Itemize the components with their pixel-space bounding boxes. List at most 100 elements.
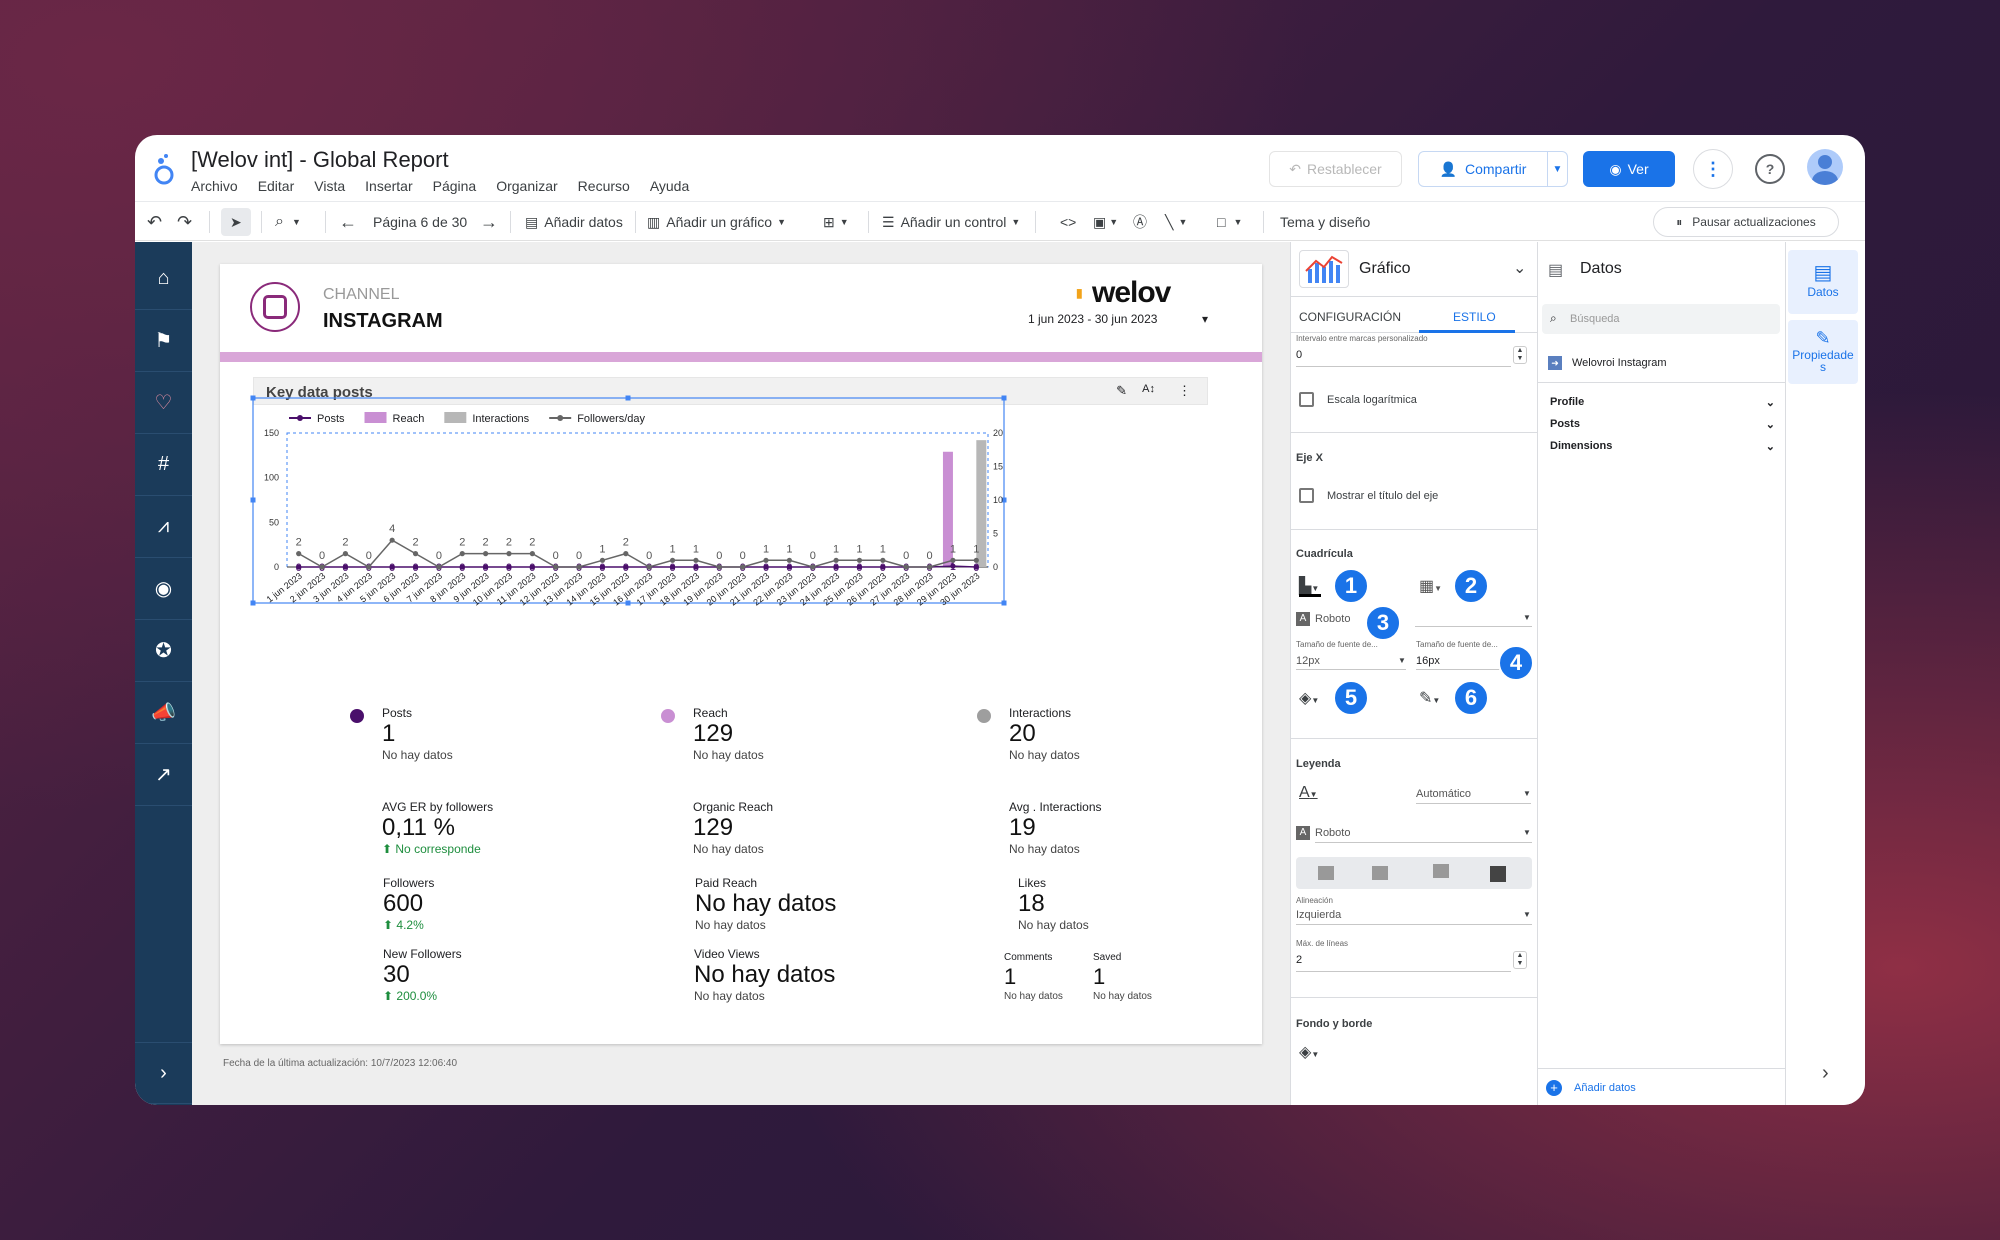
stepper[interactable]: ▲ ▼ — [1513, 346, 1527, 364]
menu-vista[interactable]: Vista — [314, 178, 346, 194]
grid-font-select[interactable]: Roboto — [1315, 613, 1351, 625]
legend-font-select[interactable]: Roboto — [1315, 825, 1532, 843]
embed-icon[interactable]: <> — [1060, 214, 1077, 230]
undo-icon[interactable]: ↶ — [147, 211, 163, 232]
log-scale-checkbox[interactable] — [1299, 392, 1314, 407]
legend-position-select[interactable]: Automático — [1416, 786, 1531, 804]
rail-props-button[interactable]: ✎ Propiedades — [1788, 320, 1858, 384]
date-dropdown-icon[interactable]: ▾ — [1202, 312, 1209, 326]
dropdown-arrow-icon[interactable]: ▼ — [1523, 613, 1531, 622]
dropdown-arrow-icon[interactable]: ▼ — [1523, 910, 1531, 919]
next-page-icon[interactable]: → — [480, 211, 498, 232]
rail-datos-button[interactable]: ▤ Datos — [1788, 250, 1858, 314]
combo-chart-icon[interactable] — [1299, 250, 1349, 288]
heart-icon[interactable]: ♡ — [135, 372, 192, 434]
menu-recurso[interactable]: Recurso — [577, 178, 630, 194]
menu-ayuda[interactable]: Ayuda — [649, 178, 690, 194]
image-icon[interactable]: ▣ ▼ — [1093, 213, 1119, 230]
trending-up-icon[interactable]: ↗ — [135, 744, 192, 806]
data-label-followers-day: 0 — [810, 550, 816, 562]
max-lines-input[interactable]: 2 — [1296, 950, 1511, 972]
search-input[interactable]: ⌕ Búsqueda — [1542, 304, 1780, 334]
point-followers-day — [740, 564, 746, 570]
text-icon[interactable]: Ⓐ — [1133, 214, 1147, 230]
legend-position-toggle[interactable] — [1296, 857, 1532, 889]
shape-icon[interactable]: □ ▼ — [1217, 214, 1243, 230]
axis-title-checkbox[interactable] — [1299, 488, 1314, 503]
collapse-icon[interactable]: › — [1822, 1062, 1829, 1084]
trend-icon[interactable]: ⩘ — [135, 496, 192, 558]
menu-editar[interactable]: Editar — [257, 178, 295, 194]
home-icon[interactable]: ⌂ — [135, 248, 192, 310]
add-control-button[interactable]: ☰ Añadir un control ▼ — [882, 213, 1021, 231]
pause-updates-button[interactable]: ⏸ Pausar actualizaciones — [1653, 207, 1839, 237]
point-followers-day — [763, 557, 769, 563]
menu-insertar[interactable]: Insertar — [365, 178, 413, 194]
legend-swatch — [444, 412, 467, 423]
bg-fill-icon[interactable]: ◈▼ — [1299, 1044, 1320, 1061]
award-icon[interactable]: ✪ — [135, 620, 192, 682]
view-button[interactable]: ◉ Ver — [1583, 151, 1675, 187]
dropdown-arrow-icon[interactable]: ▼ — [1523, 828, 1531, 837]
flag-icon[interactable]: ⚑ — [135, 310, 192, 372]
menu-organizar[interactable]: Organizar — [496, 178, 558, 194]
grid-color-icon[interactable]: ▦▼ — [1419, 578, 1443, 595]
fill-color-icon[interactable]: ◈▼ — [1299, 690, 1320, 707]
theme-button[interactable]: Tema y diseño — [1280, 214, 1371, 230]
dropdown-arrow-icon[interactable]: ▼ — [1398, 656, 1406, 665]
page-indicator[interactable]: Página 6 de 30 — [373, 214, 468, 230]
prev-page-icon[interactable]: ← — [339, 211, 357, 232]
data-label-posts: 0 — [833, 562, 839, 574]
cursor-icon[interactable]: ➤ — [230, 213, 242, 230]
menu-pagina[interactable]: Página — [432, 178, 477, 194]
share-dropdown-button[interactable]: ▼ — [1548, 151, 1568, 187]
group-profile[interactable]: Profile ⌄ — [1550, 396, 1775, 409]
point-posts — [296, 564, 302, 570]
datasource-name[interactable]: Welovroi Instagram — [1572, 357, 1667, 369]
share-button[interactable]: 👤 Compartir — [1418, 151, 1548, 187]
add-data-link[interactable]: Añadir datos — [1574, 1082, 1636, 1094]
grid-font-size-select[interactable]: 16px — [1416, 652, 1506, 670]
border-color-icon[interactable]: ✎▼ — [1419, 690, 1441, 707]
restablecer-label: Restablecer — [1307, 161, 1382, 177]
looker-studio-logo[interactable] — [153, 153, 175, 185]
dropdown-arrow-icon[interactable]: ▼ — [1523, 789, 1531, 798]
chart-type-label[interactable]: Gráfico — [1359, 260, 1411, 277]
chart-component[interactable]: Key data posts ✎ A↕ ⋮ 150 100 50 0 20 15 10 5 0 P… — [250, 377, 1208, 662]
menu-archivo[interactable]: Archivo — [191, 178, 238, 194]
community-viz-button[interactable]: ⊞ ▼ — [823, 213, 849, 230]
sort-icon[interactable]: A↕ — [1142, 383, 1155, 395]
chart-menu-icon[interactable]: ⋮ — [1178, 383, 1191, 398]
stepper[interactable]: ▲ ▼ — [1513, 951, 1527, 969]
tab-estilo[interactable]: ESTILO — [1453, 310, 1496, 324]
expand-icon[interactable]: › — [135, 1042, 192, 1104]
interval-input[interactable]: 0 — [1296, 345, 1511, 367]
tab-configuracion[interactable]: CONFIGURACIÓN — [1299, 310, 1401, 324]
hashtag-icon[interactable]: # — [135, 434, 192, 496]
kpi-label: Comments — [1004, 952, 1053, 963]
axis-font-size-select[interactable]: 12px — [1296, 652, 1406, 670]
eye-icon[interactable]: ◉ — [135, 558, 192, 620]
restablecer-button[interactable]: ↶ Restablecer — [1269, 151, 1402, 187]
line-icon[interactable]: ╲ ▼ — [1165, 213, 1188, 230]
zoom-icon[interactable]: ⌕ ▼ — [275, 213, 301, 230]
align-select[interactable]: Izquierda — [1296, 907, 1532, 925]
report-title[interactable]: [Welov int] - Global Report — [191, 147, 449, 172]
add-data-button[interactable]: ▤ Añadir datos — [525, 202, 623, 242]
chevron-down-icon[interactable]: ⌄ — [1513, 260, 1527, 277]
axis-color-icon[interactable]: ▙▼ — [1299, 578, 1320, 595]
help-icon[interactable]: ? — [1755, 154, 1785, 184]
group-posts[interactable]: Posts ⌄ — [1550, 418, 1775, 431]
avatar[interactable] — [1807, 149, 1843, 185]
add-chart-button[interactable]: ▥ Añadir un gráfico ▼ — [647, 213, 786, 231]
pencil-icon[interactable]: ✎ — [1116, 383, 1127, 398]
more-options-button[interactable]: ⋮ — [1693, 149, 1733, 189]
megaphone-icon[interactable]: 📣 — [135, 682, 192, 744]
redo-icon[interactable]: ↷ — [177, 211, 193, 232]
group-dimensions[interactable]: Dimensions ⌄ — [1550, 440, 1775, 453]
legend-text-color-icon[interactable]: A▼ — [1299, 784, 1318, 801]
add-icon[interactable]: + — [1546, 1080, 1562, 1096]
pause-icon: ⏸ — [1676, 214, 1683, 229]
date-range[interactable]: 1 jun 2023 - 30 jun 2023 — [1028, 312, 1158, 326]
